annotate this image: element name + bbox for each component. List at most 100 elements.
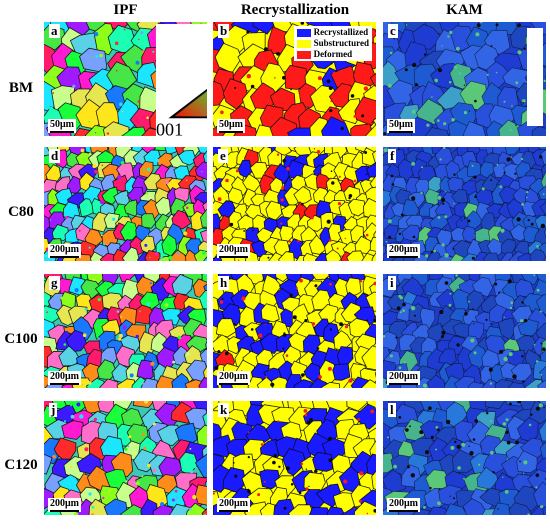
grain-speck — [317, 76, 322, 81]
grain-speck — [403, 361, 407, 364]
grain-speck — [516, 217, 521, 222]
grain-speck — [453, 203, 455, 205]
grain-speck — [258, 333, 263, 338]
grain — [102, 121, 130, 136]
grain — [61, 420, 85, 440]
grain-speck — [237, 76, 241, 81]
grain — [259, 332, 282, 354]
scale-bar-line — [219, 383, 248, 385]
grain-speck — [526, 196, 528, 199]
grain-speck — [302, 115, 305, 118]
grain — [365, 124, 376, 136]
grain-speck — [326, 79, 331, 83]
grain — [462, 498, 489, 515]
grain — [538, 421, 546, 442]
grain — [366, 453, 376, 480]
grain-speck — [359, 471, 364, 476]
ebsd-map — [213, 401, 376, 515]
grain-speck — [397, 148, 400, 150]
grain — [252, 22, 277, 35]
grain — [201, 507, 207, 515]
grain-speck — [496, 163, 499, 166]
grain-speck — [505, 418, 509, 422]
grain-speck — [522, 472, 525, 474]
grain-speck — [100, 200, 104, 205]
grain — [539, 201, 546, 217]
grain — [494, 379, 515, 388]
grain-speck — [442, 202, 445, 205]
grain-speck — [229, 200, 231, 203]
grain-speck — [314, 284, 318, 288]
grain — [171, 209, 192, 230]
panel-f-kam-c80: f 200μm — [383, 147, 546, 261]
grain-speck — [78, 229, 81, 232]
panel-b-recrystallization-bm: b Recrystallized Substructured Deformed … — [213, 22, 376, 136]
grain — [361, 345, 376, 371]
grain-speck — [91, 513, 95, 515]
grain-speck — [186, 179, 188, 182]
ebsd-map — [213, 147, 376, 261]
legend-swatch-recrystallized — [296, 28, 311, 37]
grain-speck — [535, 473, 540, 477]
grain-speck — [235, 169, 239, 173]
grain-speck — [152, 468, 157, 473]
ebsd-map — [383, 22, 546, 136]
grain-speck — [141, 50, 145, 53]
grain-speck — [233, 323, 236, 326]
grain-speck — [470, 338, 475, 343]
grain-speck — [285, 354, 289, 357]
grain-speck — [309, 417, 313, 422]
grain-speck — [119, 102, 123, 107]
grain-speck — [412, 235, 416, 239]
grain-speck — [519, 460, 521, 463]
grain-speck — [175, 496, 178, 499]
grain — [540, 149, 546, 166]
grain-speck — [473, 175, 477, 179]
grain-speck — [441, 243, 445, 247]
grain-speck — [49, 219, 52, 221]
grain-speck — [168, 255, 173, 260]
grain-speck — [147, 328, 149, 330]
grain — [321, 381, 341, 388]
scale-bar: 200μm — [387, 498, 420, 512]
grain-speck — [280, 222, 283, 225]
grain — [444, 503, 468, 515]
grain-speck — [370, 409, 375, 414]
panel-letter: a — [49, 23, 60, 38]
grain-speck — [247, 456, 250, 459]
grain — [531, 126, 546, 136]
grain-speck — [495, 71, 498, 74]
grain-speck — [474, 232, 476, 235]
grain-speck — [437, 501, 441, 506]
grain — [509, 224, 529, 242]
grain-speck — [439, 158, 442, 161]
panel-letter: h — [218, 275, 230, 290]
grain-speck — [264, 47, 268, 52]
grain-speck — [536, 288, 540, 292]
grain-speck — [337, 202, 341, 206]
grain — [354, 96, 376, 127]
grain-speck — [116, 202, 119, 204]
grain-speck — [120, 161, 125, 165]
grain-speck — [267, 256, 270, 259]
grain-speck — [461, 219, 463, 221]
grain-speck — [454, 440, 457, 444]
grain-speck — [361, 114, 365, 118]
grain — [543, 228, 546, 238]
grain-speck — [202, 250, 206, 255]
panel-a-ipf-bm: a 111 001 101 50μm — [44, 22, 207, 136]
grain-speck — [405, 24, 408, 26]
grain — [383, 330, 399, 351]
grain-speck — [46, 311, 48, 314]
panel-letter: l — [388, 402, 396, 417]
scale-bar: 200μm — [48, 498, 81, 512]
grain-speck — [511, 105, 513, 107]
grain-speck — [373, 318, 376, 323]
grain-speck — [444, 281, 449, 285]
grain-speck — [135, 481, 140, 486]
grain-speck — [45, 255, 48, 257]
grain-speck — [290, 88, 292, 91]
grain-speck — [425, 254, 429, 258]
grain-speck — [400, 213, 404, 217]
grain — [468, 320, 485, 340]
